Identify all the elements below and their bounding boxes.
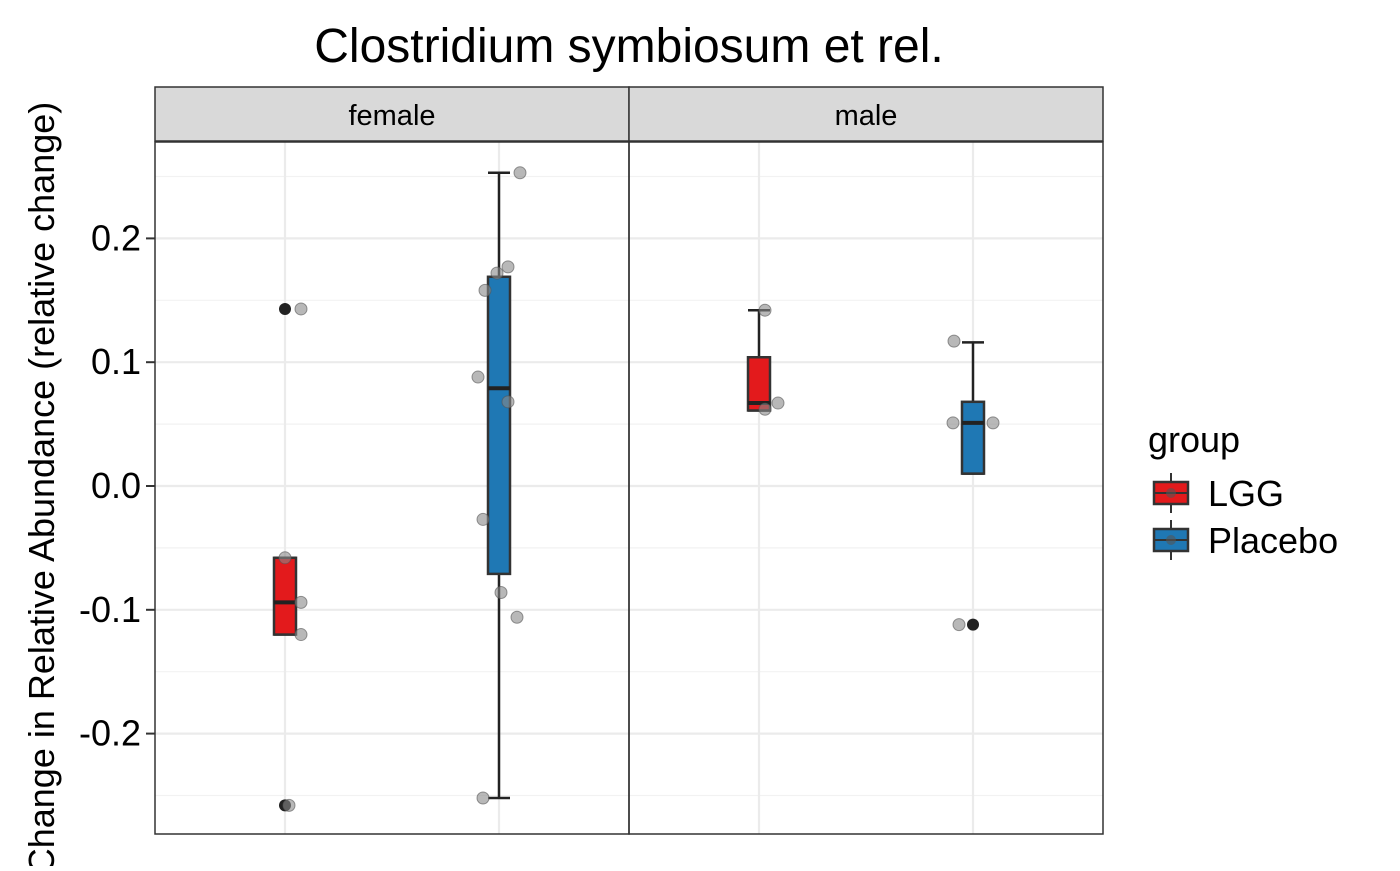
box-female-Placebo: [486, 171, 512, 800]
data-point: [952, 618, 966, 632]
data-point: [478, 283, 492, 297]
data-point: [771, 396, 785, 410]
outlier-point: [279, 302, 291, 315]
legend: group LGG Placebo: [1148, 419, 1338, 561]
data-point: [471, 370, 485, 384]
panel-background: [155, 142, 629, 834]
plot-area: female male -0.2 -0.1 0.0 0.1 0.2: [79, 86, 1104, 835]
legend-key-point: [1166, 488, 1176, 498]
legend-title: group: [1148, 419, 1240, 460]
box-body: [486, 275, 512, 576]
y-tick-label: 0.1: [91, 341, 141, 382]
outlier-point: [967, 618, 979, 631]
y-tick-label: 0.2: [91, 217, 141, 258]
data-point: [294, 628, 308, 642]
legend-key-point: [1166, 535, 1176, 545]
data-point: [758, 303, 772, 317]
data-point: [986, 416, 1000, 430]
y-axis-label: Change in Relative Abundance (relative c…: [21, 102, 62, 866]
data-point: [282, 798, 296, 812]
data-point: [510, 610, 524, 624]
legend-item-LGG: LGG: [1152, 473, 1284, 514]
data-point: [278, 551, 292, 565]
data-point: [294, 595, 308, 609]
data-point: [501, 260, 515, 274]
panel-background: [629, 142, 1103, 834]
legend-item-Placebo: Placebo: [1152, 520, 1338, 561]
data-point: [494, 585, 508, 599]
data-point: [513, 166, 527, 180]
data-point: [501, 395, 515, 409]
data-point: [946, 416, 960, 430]
facet-strip: [154, 86, 630, 142]
data-point: [947, 334, 961, 348]
box-male-Placebo: [960, 341, 986, 631]
legend-item-label: Placebo: [1208, 520, 1338, 561]
data-point: [476, 791, 490, 805]
data-point: [476, 512, 490, 526]
data-point: [490, 266, 504, 280]
y-tick-label: -0.2: [79, 713, 141, 754]
facet-strip: [628, 86, 1104, 142]
facet-label: male: [835, 100, 898, 132]
box-body: [960, 400, 986, 475]
data-point: [294, 302, 308, 316]
legend-item-label: LGG: [1208, 473, 1284, 514]
facet-label: female: [348, 100, 435, 132]
y-tick-label: -0.1: [79, 589, 141, 630]
chart-title: Clostridium symbiosum et rel.: [314, 20, 943, 73]
y-tick-label: 0.0: [91, 465, 141, 506]
panel-border: [628, 141, 1104, 835]
box-body: [272, 556, 298, 636]
data-point: [758, 402, 772, 416]
